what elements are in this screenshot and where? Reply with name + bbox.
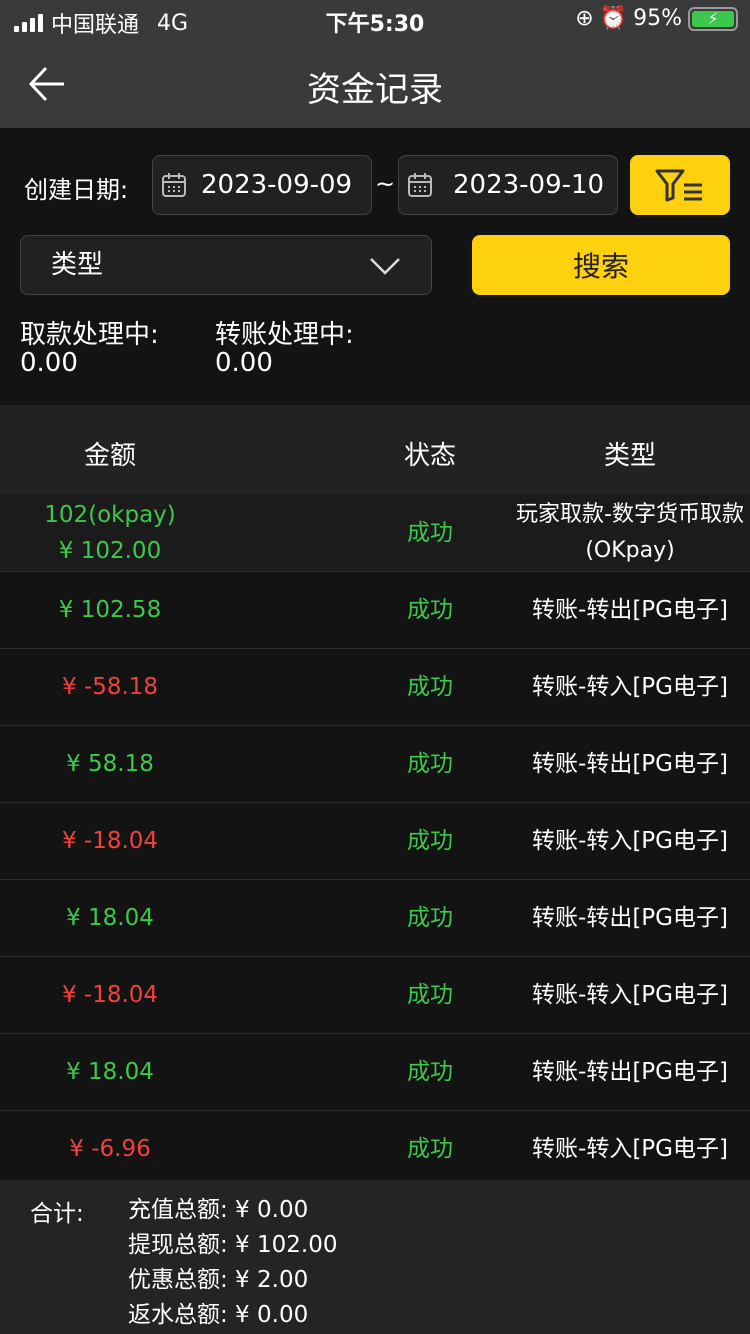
amount-cell: ¥ 18.04: [0, 880, 220, 956]
end-date-input[interactable]: 2023-09-10: [398, 155, 618, 215]
status-cell: 成功: [407, 905, 453, 931]
amount-cell: ¥ -18.04: [0, 957, 220, 1033]
amount: ¥ -18.04: [61, 982, 159, 1008]
status-cell: 成功: [407, 1136, 453, 1162]
amount-cell: ¥ 102.58: [0, 572, 220, 648]
summary-deposit: 充值总额: ¥ 0.00: [128, 1197, 309, 1223]
chevron-down-icon: [370, 258, 400, 275]
date-label: 创建日期:: [24, 176, 129, 204]
summary-withdraw: 提现总额: ¥ 102.00: [128, 1232, 338, 1258]
filter-icon: [655, 169, 702, 202]
table-row[interactable]: ¥ 102.58 成功 转账-转出[PG电子]: [0, 572, 750, 649]
type-cell: 转账-转出[PG电子]: [532, 1059, 728, 1085]
battery-percent: 95%: [633, 6, 682, 31]
date-separator: ~: [375, 170, 396, 198]
amount-cell: ¥ 58.18: [0, 726, 220, 802]
status-cell: 成功: [407, 751, 453, 777]
withdraw-pending-label: 取款处理中:: [20, 320, 159, 350]
amount: ¥ 18.04: [66, 905, 154, 931]
search-button[interactable]: 搜索: [472, 235, 730, 295]
status-cell: 成功: [407, 1059, 453, 1085]
network: 4G: [157, 10, 189, 36]
type-cell: 转账-转入[PG电子]: [532, 674, 728, 700]
summary: 合计: 充值总额: ¥ 0.00 提现总额: ¥ 102.00 优惠总额: ¥ …: [0, 1180, 750, 1334]
transfer-pending-label: 转账处理中:: [215, 320, 354, 350]
status-cell: 成功: [407, 597, 453, 623]
amount: ¥ 102.00: [58, 538, 162, 564]
type-select[interactable]: 类型: [20, 235, 432, 295]
status-cell: 成功: [407, 674, 453, 700]
amount: ¥ -18.04: [61, 828, 159, 854]
table-row[interactable]: ¥ -58.18 成功 转账-转入[PG电子]: [0, 649, 750, 726]
type-cell: 转账-转出[PG电子]: [532, 751, 728, 777]
amount: ¥ 102.58: [58, 597, 162, 623]
summary-label: 合计:: [30, 1201, 84, 1227]
battery-icon: ⚡: [688, 6, 738, 31]
status-cell: 成功: [407, 828, 453, 854]
transfer-pending-value: 0.00: [215, 348, 273, 378]
table-row[interactable]: ¥ 18.04 成功 转账-转出[PG电子]: [0, 880, 750, 957]
table-row[interactable]: ¥ 18.04 成功 转账-转出[PG电子]: [0, 1034, 750, 1111]
table-row[interactable]: 102(okpay) ¥ 102.00 成功 玩家取款-数字货币取款 (OKpay…: [0, 495, 750, 572]
table-row[interactable]: ¥ -18.04 成功 转账-转入[PG电子]: [0, 803, 750, 880]
table-header: 金额 状态 类型: [0, 405, 750, 495]
type-cell: 转账-转出[PG电子]: [532, 905, 728, 931]
amount-cell: ¥ 18.04: [0, 1034, 220, 1110]
amount-cell: ¥ -58.18: [0, 649, 220, 725]
table-row[interactable]: ¥ 58.18 成功 转账-转出[PG电子]: [0, 726, 750, 803]
time: 下午5:30: [325, 12, 425, 37]
page-title: 资金记录: [307, 70, 443, 110]
type-cell: 转账-转入[PG电子]: [532, 982, 728, 1008]
header-status: 状态: [403, 441, 456, 471]
summary-bonus: 优惠总额: ¥ 2.00: [128, 1267, 309, 1293]
type-cell: 转账-转出[PG电子]: [532, 597, 728, 623]
amount: ¥ 18.04: [66, 1059, 154, 1085]
nav-bar: 资金记录: [0, 40, 750, 128]
alarm-icon: ⏰: [599, 6, 628, 31]
amount: ¥ 58.18: [66, 751, 154, 777]
filter-button[interactable]: [630, 155, 730, 215]
start-date-input[interactable]: 2023-09-09: [152, 155, 372, 215]
table-row[interactable]: ¥ -18.04 成功 转账-转入[PG电子]: [0, 957, 750, 1034]
back-icon[interactable]: [26, 62, 70, 106]
amount-note: 102(okpay): [44, 502, 176, 528]
calendar-icon: [162, 173, 186, 197]
status-cell: 成功: [407, 520, 453, 546]
amount-cell: ¥ -6.96: [0, 1111, 220, 1187]
withdraw-pending-value: 0.00: [20, 348, 78, 378]
type-cell: 玩家取款-数字货币取款 (OKpay): [516, 502, 744, 563]
amount: ¥ -58.18: [61, 674, 159, 700]
summary-rebate: 返水总额: ¥ 0.00: [128, 1302, 309, 1328]
calendar-icon: [408, 173, 432, 197]
rotation-lock-icon: ⊕: [575, 6, 594, 31]
status-bar: 中国联通 4G 下午5:30 ⊕ ⏰ 95% ⚡: [0, 0, 750, 40]
type-select-value: 类型: [51, 250, 104, 280]
amount-cell: ¥ -18.04: [0, 803, 220, 879]
end-date-value: 2023-09-10: [453, 170, 605, 200]
amount-cell: 102(okpay) ¥ 102.00: [0, 495, 220, 571]
header-amount: 金额: [83, 441, 136, 471]
header-type: 类型: [603, 441, 656, 471]
start-date-value: 2023-09-09: [201, 170, 353, 200]
type-cell: 转账-转入[PG电子]: [532, 1136, 728, 1162]
amount: ¥ -6.96: [69, 1136, 151, 1162]
carrier: 中国联通: [51, 13, 140, 38]
table-row[interactable]: ¥ -6.96 成功 转账-转入[PG电子]: [0, 1111, 750, 1188]
status-cell: 成功: [407, 982, 453, 1008]
signal-icon: [14, 14, 43, 32]
type-cell: 转账-转入[PG电子]: [532, 828, 728, 854]
